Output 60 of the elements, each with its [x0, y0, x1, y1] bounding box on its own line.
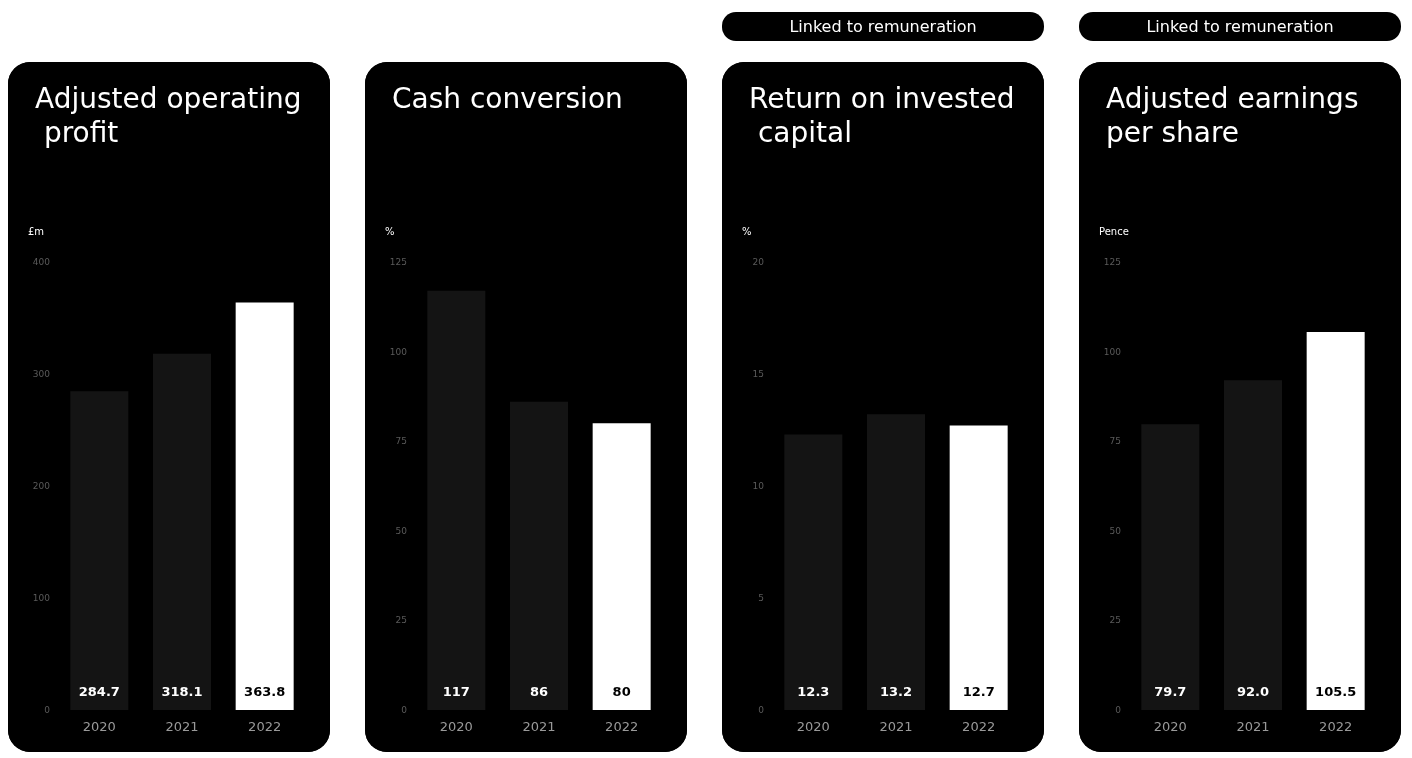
- y-tick-label: 100: [32, 593, 51, 603]
- y-tick-label: 20: [752, 257, 765, 267]
- text: Linked to remuneration: [722, 12, 1044, 41]
- data-label: 13.2: [879, 684, 913, 699]
- y-tick-label: 125: [389, 257, 407, 267]
- x-tick-label: 2022: [248, 719, 282, 734]
- x-tick-label: 2022: [962, 719, 996, 734]
- y-axis-title: Pence: [1099, 225, 1129, 237]
- bar: [1306, 331, 1365, 710]
- y-tick-label: 100: [389, 346, 408, 357]
- x-tick-label: 2022: [605, 719, 639, 734]
- x-tick-label: 2021: [522, 719, 556, 734]
- y-tick-label: 200: [32, 481, 51, 491]
- x-tick-label: 2022: [1319, 719, 1353, 734]
- chart-title: Adjusted earnings per share: [1106, 81, 1368, 149]
- y-axis-title: £m: [28, 225, 45, 237]
- data-label: 86: [529, 684, 549, 699]
- y-tick-label: 400: [32, 257, 51, 267]
- data-label: 105.5: [1315, 684, 1357, 699]
- data-label: 80: [612, 684, 631, 699]
- data-label: 284.7: [78, 684, 120, 699]
- data-label: 12.3: [797, 684, 830, 699]
- y-tick-label: 125: [1103, 257, 1121, 267]
- y-tick-label: 50: [395, 525, 408, 536]
- chart-title: Adjusted operating profit: [35, 81, 302, 149]
- x-tick-label: 2021: [879, 719, 913, 734]
- y-tick-label: 0: [758, 705, 765, 715]
- y-tick-label: 10: [752, 481, 765, 491]
- x-tick-label: 2021: [165, 719, 199, 734]
- y-tick-label: 25: [395, 615, 407, 626]
- x-tick-label: 2020: [796, 719, 830, 734]
- data-label: 79.7: [1154, 684, 1187, 699]
- y-tick-label: 0: [1115, 705, 1122, 715]
- x-tick-label: 2020: [1153, 719, 1187, 734]
- y-tick-label: 0: [44, 705, 51, 715]
- y-tick-label: 300: [32, 369, 51, 379]
- y-tick-label: 25: [1109, 615, 1121, 626]
- y-tick-label: 75: [1109, 436, 1121, 447]
- x-tick-label: 2021: [1236, 719, 1270, 734]
- bar: [235, 302, 294, 710]
- y-tick-label: 5: [758, 593, 764, 603]
- text: Linked to remuneration: [1079, 12, 1401, 41]
- data-label: 318.1: [161, 684, 203, 699]
- bar: [949, 425, 1008, 710]
- y-axis-title: %: [742, 225, 752, 237]
- chart-title: Return on invested capital: [749, 81, 1015, 149]
- x-tick-label: 2020: [82, 719, 116, 734]
- y-tick-label: 0: [401, 705, 408, 715]
- y-tick-label: 15: [752, 369, 764, 379]
- y-tick-label: 100: [1103, 346, 1122, 357]
- data-label: 117: [442, 684, 470, 699]
- data-label: 12.7: [962, 684, 995, 699]
- y-tick-label: 50: [1109, 525, 1122, 536]
- data-label: 363.8: [244, 684, 286, 699]
- y-tick-label: 75: [395, 436, 407, 447]
- chart-title: Cash conversion: [392, 81, 623, 115]
- bar: [592, 423, 651, 710]
- data-label: 92.0: [1236, 684, 1270, 699]
- x-tick-label: 2020: [439, 719, 473, 734]
- y-axis-title: %: [385, 225, 395, 237]
